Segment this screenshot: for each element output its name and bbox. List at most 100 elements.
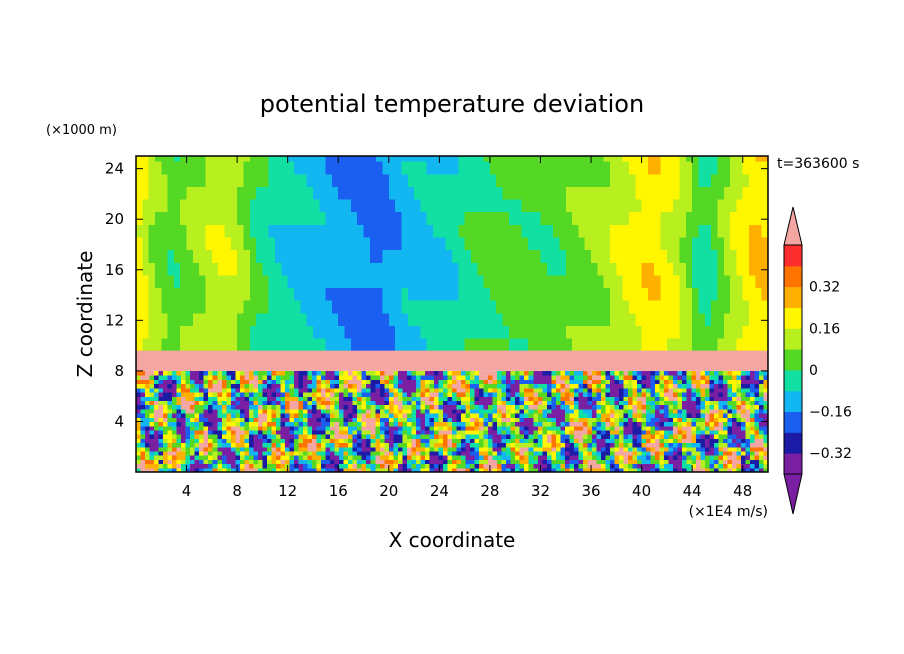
field-cell [382,224,390,238]
field-cell [496,262,504,276]
field-cell [375,459,381,465]
field-cell [578,370,584,376]
field-cell [221,425,227,431]
field-cell [257,387,263,393]
field-cell [325,417,331,423]
field-cell [641,312,649,326]
field-cell [393,425,399,431]
field-cell [534,312,542,326]
field-cell [248,459,254,465]
field-cell [654,274,662,289]
field-cell [754,404,760,410]
field-cell [388,429,394,435]
field-cell [740,455,747,460]
field-cell [483,338,491,352]
field-cell [686,370,692,376]
field-cell [172,375,178,380]
field-cell [465,442,471,448]
field-cell [172,421,178,427]
field-cell [262,417,268,423]
field-cell [172,429,178,435]
field-cell [203,421,209,427]
field-cell [376,198,384,213]
field-cell [190,379,196,385]
field-cell [376,156,384,162]
field-cell [402,438,408,444]
field-cell [622,186,630,200]
field-cell [379,400,385,406]
field-cell [257,463,263,469]
field-cell [230,370,236,376]
field-cell [646,417,652,423]
field-cell [754,463,760,469]
field-cell [731,459,737,465]
field-cell [268,274,276,289]
field-cell [331,198,339,213]
field-cell [565,186,573,200]
field-cell [376,312,384,326]
field-cell [572,325,579,339]
field-cell [199,224,207,238]
field-cell [474,391,480,397]
field-cell [280,442,286,448]
field-cell [569,446,575,452]
field-cell [584,312,592,326]
field-cell [237,274,245,289]
field-cell [217,400,223,406]
field-cell [546,387,552,393]
field-cell [212,467,218,472]
field-cell [415,463,421,469]
field-cell [148,300,156,314]
field-cell [685,325,693,339]
field-cell [635,224,643,238]
field-cell [256,186,263,200]
field-cell [677,396,683,401]
field-cell [230,396,236,401]
field-cell [709,455,715,460]
field-cell [628,383,634,389]
field-cell [682,442,688,448]
field-cell [647,300,655,314]
field-cell [605,396,611,401]
field-cell [237,312,245,326]
field-cell [573,383,579,389]
field-cell [426,236,434,251]
field-cell [637,404,643,410]
field-cell [361,450,367,456]
field-cell [158,396,164,401]
field-cell [149,434,155,439]
field-cell [262,312,270,326]
field-cell [610,300,617,314]
field-cell [664,370,670,376]
field-cell [508,186,516,200]
field-cell [668,383,674,389]
field-cell [479,438,485,444]
field-cell [338,156,346,162]
field-cell [763,413,768,418]
field-cell [742,186,750,200]
field-cell [628,391,634,397]
field-cell [208,467,214,472]
field-cell [180,338,188,352]
field-cell [477,156,485,162]
field-cell [148,186,156,200]
field-cell [312,274,320,289]
field-cell [343,400,349,406]
field-cell [654,186,662,200]
field-cell [660,312,668,326]
field-cell [534,300,542,314]
field-cell [357,434,363,439]
field-cell [497,396,503,401]
field-cell [248,421,254,427]
field-cell [406,450,412,456]
field-cell [641,387,647,393]
field-cell [698,287,706,301]
field-cell [619,467,625,472]
field-cell [395,224,403,238]
field-cell [555,438,561,444]
field-cell [452,383,458,389]
field-cell [226,446,232,452]
field-cell [641,429,647,435]
field-cell [616,161,624,175]
field-cell [713,396,719,401]
